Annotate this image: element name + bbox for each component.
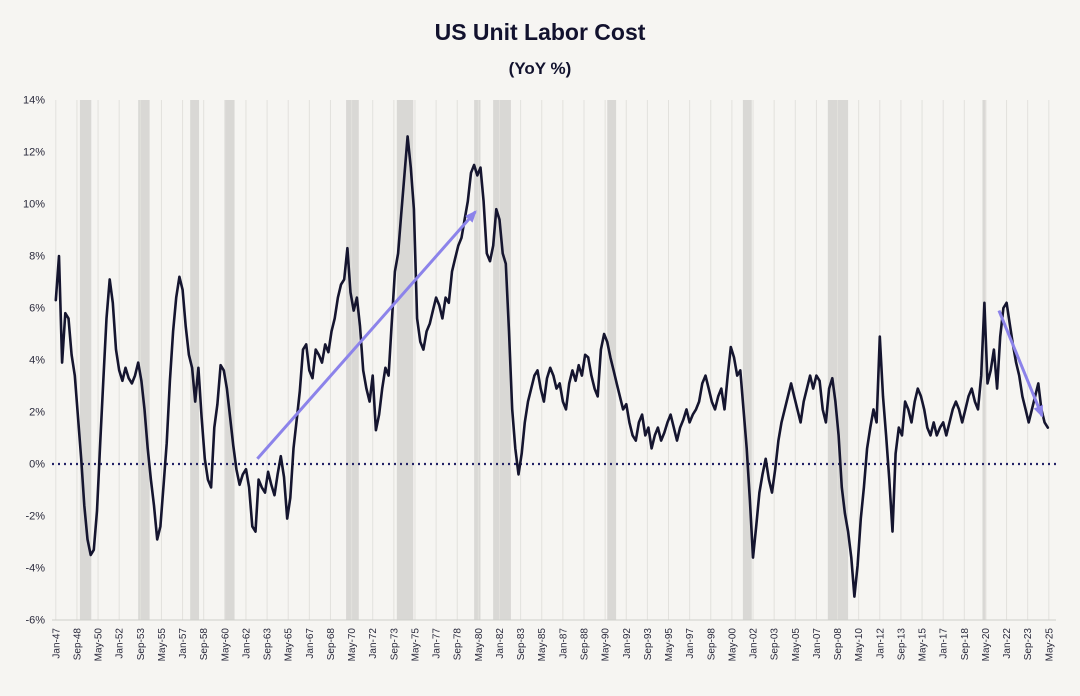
x-tick-label: Sep-48 [72, 628, 83, 661]
trend-arrows [256, 210, 1044, 460]
y-tick-label: 0% [29, 459, 45, 471]
x-tick-label: Jan-17 [939, 628, 950, 659]
x-tick-label: Sep-83 [516, 628, 527, 661]
x-tick-label: May-90 [601, 628, 612, 662]
recession-band [982, 100, 987, 620]
y-tick-label: 2% [29, 407, 45, 419]
recession-band [493, 100, 511, 620]
recession-band [474, 100, 481, 620]
x-tick-label: Jan-52 [115, 628, 126, 659]
x-tick-label: Jan-12 [875, 628, 886, 659]
x-tick-label: May-75 [410, 628, 421, 662]
x-tick-label: Sep-58 [199, 628, 210, 661]
x-tick-label: Jan-22 [1002, 628, 1013, 659]
x-tick-label: Jan-77 [432, 628, 443, 659]
x-tick-label: May-10 [854, 628, 865, 662]
y-axis-labels: 14% 12% 10% 8% 6% 4% 2% 0% -2% -4% -6% [23, 95, 45, 627]
x-tick-label: Sep-78 [453, 628, 464, 661]
x-tick-label: May-15 [918, 628, 929, 662]
x-tick-label: May-95 [664, 628, 675, 662]
x-tick-label: Jan-67 [305, 628, 316, 659]
x-tick-label: Jan-87 [558, 628, 569, 659]
x-tick-label: Jan-62 [241, 628, 252, 659]
x-tick-label: May-05 [791, 628, 802, 662]
x-tick-label: May-60 [220, 628, 231, 662]
x-tick-label: Sep-93 [643, 628, 654, 661]
chart-subtitle: (YoY %) [509, 59, 572, 78]
recession-band [79, 100, 92, 620]
y-tick-label: 10% [23, 199, 45, 211]
x-tick-label: Sep-08 [833, 628, 844, 661]
y-tick-label: -6% [25, 615, 45, 627]
x-tick-label: Jan-07 [812, 628, 823, 659]
x-tick-label: Jan-57 [178, 628, 189, 659]
recession-band [138, 100, 150, 620]
x-tick-label: Sep-73 [389, 628, 400, 661]
x-tick-label: May-65 [284, 628, 295, 662]
y-tick-label: 6% [29, 303, 45, 315]
y-tick-label: -2% [25, 511, 45, 523]
recession-band [346, 100, 359, 620]
x-tick-label: Sep-03 [770, 628, 781, 661]
x-tick-label: May-80 [474, 628, 485, 662]
x-tick-label: Jan-47 [51, 628, 62, 659]
x-tick-label: Sep-98 [706, 628, 717, 661]
recession-bands [79, 100, 987, 620]
x-tick-label: Jan-92 [622, 628, 633, 659]
y-tick-label: 14% [23, 95, 45, 107]
x-tick-label: Jan-97 [685, 628, 696, 659]
chart-title: US Unit Labor Cost [435, 19, 646, 45]
unit-labor-cost-line [54, 135, 1050, 598]
x-tick-label: Jan-72 [368, 628, 379, 659]
downtrend-arrow [997, 310, 1044, 418]
plot-area: Jan-47 Sep-48 May-50 Jan-52 Sep-53 May-55 Jan-… [23, 95, 1056, 662]
x-tick-label: May-20 [981, 628, 992, 662]
x-tick-label: May-25 [1044, 628, 1055, 662]
x-tick-label: Sep-23 [1023, 628, 1034, 661]
y-tick-label: 8% [29, 251, 45, 263]
uptrend-arrow [256, 210, 477, 460]
vertical-gridlines [55, 100, 1050, 620]
y-tick-label: -4% [25, 563, 45, 575]
x-tick-label: Jan-02 [749, 628, 760, 659]
recession-band [224, 100, 235, 620]
x-tick-label: Sep-53 [136, 628, 147, 661]
x-tick-label: May-00 [727, 628, 738, 662]
x-tick-label: Sep-63 [263, 628, 274, 661]
x-tick-label: Sep-13 [896, 628, 907, 661]
x-tick-label: Sep-88 [580, 628, 591, 661]
x-tick-label: Sep-18 [960, 628, 971, 661]
x-tick-label: Jan-82 [495, 628, 506, 659]
x-tick-label: Sep-68 [326, 628, 337, 661]
x-tick-label: May-55 [157, 628, 168, 662]
x-axis-labels: Jan-47 Sep-48 May-50 Jan-52 Sep-53 May-55 Jan-… [51, 628, 1055, 662]
y-tick-label: 12% [23, 147, 45, 159]
x-tick-label: May-70 [347, 628, 358, 662]
x-tick-label: May-50 [94, 628, 105, 662]
x-tick-label: May-85 [537, 628, 548, 662]
recession-band [190, 100, 200, 620]
y-tick-label: 4% [29, 355, 45, 367]
recession-band [742, 100, 752, 620]
